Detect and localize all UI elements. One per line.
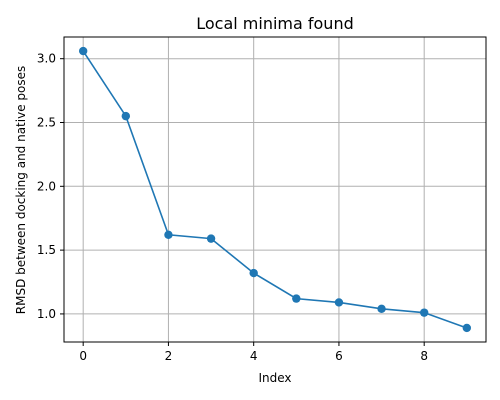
x-tick-label: 4: [250, 349, 258, 363]
x-tick-label: 0: [79, 349, 87, 363]
data-point: [292, 294, 301, 303]
y-tick-label: 2.0: [37, 179, 56, 193]
data-point: [377, 304, 386, 314]
grid-lines: [64, 37, 486, 342]
data-point: [462, 323, 472, 333]
data-point: [164, 230, 173, 240]
x-tick-label: 6: [335, 349, 343, 363]
y-tick-label: 1.0: [37, 307, 56, 321]
data-point: [121, 111, 131, 121]
x-axis-label: Index: [258, 371, 291, 385]
x-tick-label: 8: [420, 349, 428, 363]
axis-ticks: 0 2 4 6 8 1.0 1.5 2.0 2.5 3.0: [37, 52, 428, 363]
data-point: [419, 308, 429, 317]
y-tick-label: 2.5: [37, 116, 56, 130]
y-tick-label: 3.0: [37, 52, 56, 66]
data-series: [78, 46, 472, 333]
y-axis-label: RMSD between docking and native poses: [14, 66, 28, 314]
data-point: [78, 46, 88, 56]
y-tick-label: 1.5: [37, 243, 56, 257]
data-point: [249, 268, 258, 278]
plot-frame: [63, 36, 487, 343]
data-point: [206, 234, 216, 243]
x-tick-label: 2: [165, 349, 173, 363]
series-line: [82, 50, 468, 329]
data-point: [334, 298, 344, 307]
chart-title: Local minima found: [196, 14, 354, 33]
